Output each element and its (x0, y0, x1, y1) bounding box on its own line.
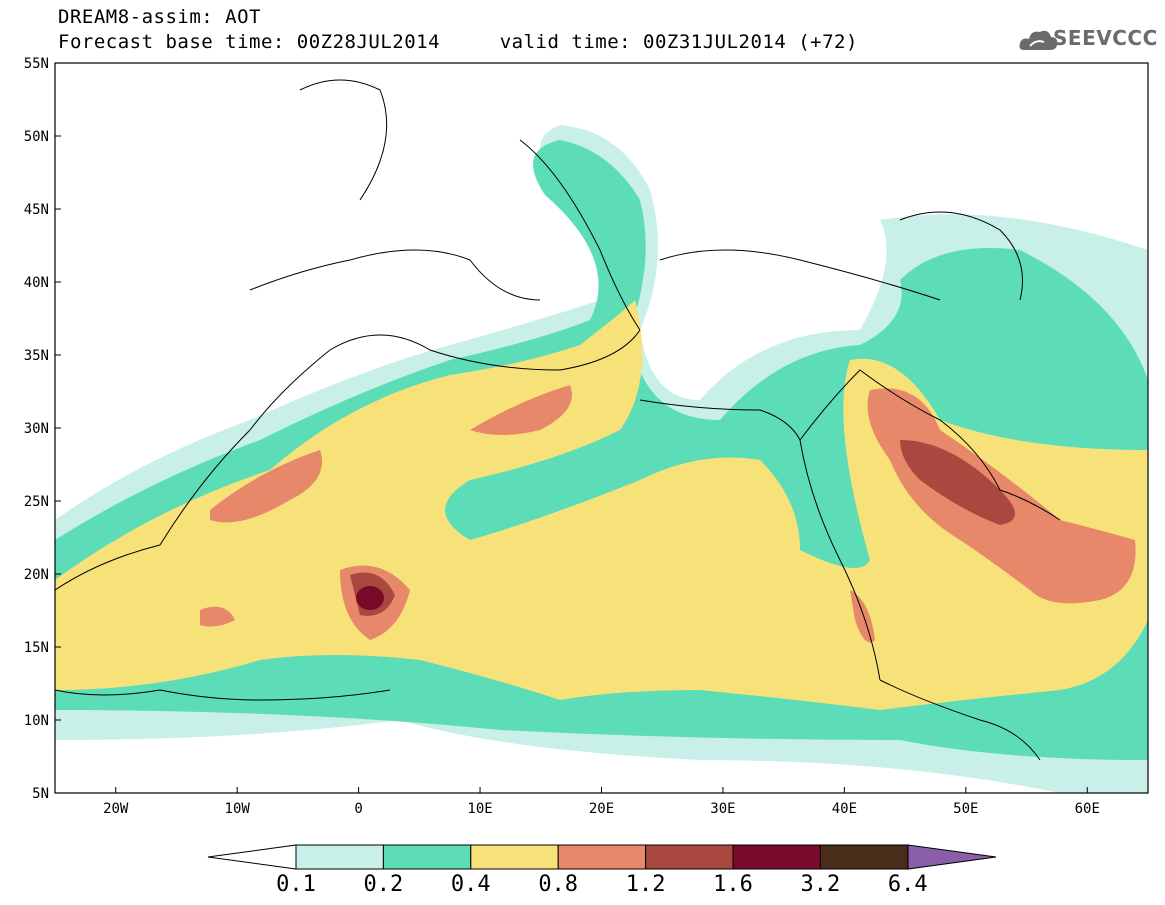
lat-tick-label: 50N (24, 129, 49, 145)
lon-tick-label: 0 (354, 801, 362, 817)
lat-tick-label: 25N (24, 494, 49, 510)
colorbar-label: 0.2 (363, 872, 404, 897)
colorbar-label: 0.1 (276, 872, 316, 897)
lon-tick-label: 10E (467, 801, 492, 817)
colorbar-max-arrow (907, 844, 997, 870)
colorbar-label: 0.4 (450, 872, 491, 897)
colorbar-segment (557, 844, 647, 870)
colorbar-label: 1.6 (713, 872, 753, 897)
longitude-axis: 20W 10W 0 10E 20E 30E 40E 50E 60E (103, 787, 1100, 817)
colorbar-segment (645, 844, 734, 870)
colorbar-label: 0.8 (538, 872, 579, 897)
latitude-axis: 55N 50N 45N 40N 35N 30N 25N 20N 15N 10N 5N (24, 56, 61, 802)
colorbar-label: 3.2 (800, 872, 841, 897)
colorbar-label: 6.4 (887, 872, 928, 897)
lon-tick-label: 20E (589, 801, 614, 817)
lat-tick-label: 40N (24, 275, 49, 291)
lat-tick-label: 15N (24, 640, 49, 656)
colorbar-segment (732, 844, 821, 870)
lat-tick-label: 10N (24, 713, 49, 729)
colorbar-segment (819, 844, 909, 870)
map-title: DREAM8-assim: AOT (58, 6, 261, 28)
forecast-times: Forecast base time: 00Z28JUL2014 valid t… (58, 31, 858, 53)
colorbar-segment (470, 844, 559, 870)
lon-tick-label: 40E (832, 801, 857, 817)
lat-tick-label: 35N (24, 348, 49, 364)
colorbar-label: 1.2 (625, 872, 666, 897)
coastlines (55, 79, 1061, 761)
lon-tick-label: 50E (953, 801, 978, 817)
lon-tick-label: 30E (710, 801, 735, 817)
cloud-icon (1019, 30, 1058, 50)
colorbar (207, 844, 997, 870)
lat-tick-label: 5N (32, 786, 49, 802)
colorbar-segment (382, 844, 472, 870)
aot-field (55, 63, 1148, 793)
colorbar-segment (295, 844, 384, 870)
lat-tick-label: 45N (24, 202, 49, 218)
lon-tick-label: 60E (1075, 801, 1100, 817)
lat-tick-label: 55N (24, 56, 49, 72)
lat-tick-label: 30N (24, 421, 49, 437)
logo-text: SEEVCCC (1053, 26, 1158, 50)
colorbar-min-arrow (207, 844, 297, 870)
lon-tick-label: 20W (103, 801, 129, 817)
lon-tick-label: 10W (225, 801, 251, 817)
lat-tick-label: 20N (24, 567, 49, 583)
